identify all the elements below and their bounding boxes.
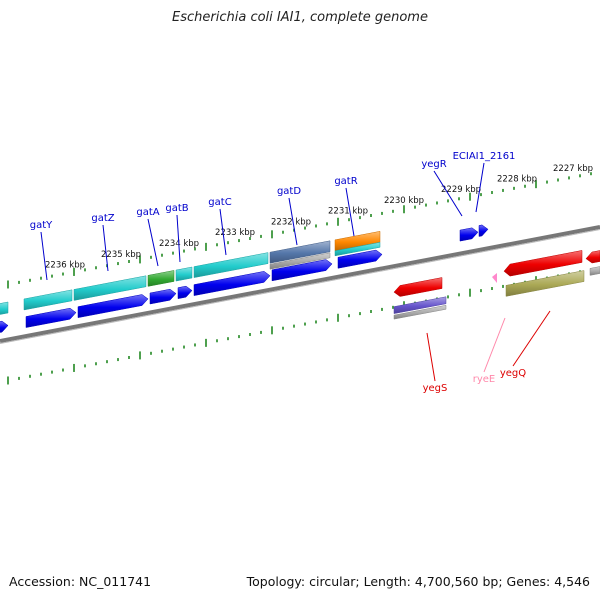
gene-label-yegs: yegS xyxy=(423,383,448,394)
gene-leader-line xyxy=(483,317,506,373)
gene-label-ryee: ryeE xyxy=(473,374,496,385)
cds-arrow xyxy=(459,227,479,242)
gene-leader-line xyxy=(433,170,463,217)
gene-leader-line xyxy=(102,224,109,272)
feature-block xyxy=(147,270,175,287)
feature-block xyxy=(73,275,147,301)
feature-block xyxy=(503,250,583,277)
feature-substripe xyxy=(589,266,600,276)
gene-label-gatr: gatR xyxy=(334,176,357,187)
gene-leader-line xyxy=(288,197,298,246)
feature-block xyxy=(505,270,585,297)
gene-label-gatb: gatB xyxy=(165,203,188,214)
feature-block xyxy=(175,266,193,282)
feature-substripe xyxy=(269,252,331,270)
scale-tick-label: 2232 kbp xyxy=(271,218,311,228)
gene-label-eciai1_2161: ECIAI1_2161 xyxy=(453,151,516,162)
feature-block xyxy=(193,252,269,278)
gene-leader-line xyxy=(426,332,436,382)
gene-leader-line xyxy=(147,218,159,267)
cds-arrow xyxy=(271,259,333,282)
feature-substripe xyxy=(393,304,447,320)
gene-leader-line xyxy=(219,208,227,256)
gene-leader-line xyxy=(512,310,551,367)
feature-block xyxy=(269,240,331,264)
gene-leader-line xyxy=(475,162,485,213)
cds-arrow xyxy=(149,288,177,305)
genome-backbone-shadow xyxy=(0,229,600,344)
topology-text: Topology: circular; Length: 4,700,560 bp… xyxy=(246,574,590,589)
cds-arrow xyxy=(193,271,271,296)
scale-tick-label: 2227 kbp xyxy=(553,164,593,174)
accession-text: Accession: NC_011741 xyxy=(9,574,152,589)
feature-substripe xyxy=(334,241,381,257)
feature-block xyxy=(393,296,447,314)
gene-leader-line xyxy=(176,214,181,263)
cds-arrow xyxy=(77,294,149,318)
scale-tick-label: 2228 kbp xyxy=(497,175,537,185)
cds-arrow xyxy=(0,320,9,333)
scale-tick-label: 2235 kbp xyxy=(101,250,141,260)
feature-block xyxy=(0,301,9,315)
map-title: Escherichia coli IAI1, complete genome xyxy=(172,10,428,25)
cds-arrow xyxy=(478,224,489,237)
gene-label-gatd: gatD xyxy=(277,186,301,197)
cds-arrow xyxy=(177,285,193,299)
rna-feature-marker xyxy=(492,273,497,283)
scale-tick-label: 2231 kbp xyxy=(328,207,368,217)
cds-arrow xyxy=(337,249,383,269)
cds-arrow xyxy=(25,307,77,328)
genome-backbone-line xyxy=(0,225,600,343)
scale-tick-label: 2230 kbp xyxy=(384,196,424,206)
feature-block xyxy=(585,250,600,264)
gene-leader-line xyxy=(345,187,355,237)
gene-label-yegq: yegQ xyxy=(500,368,526,379)
gene-label-gaty: gatY xyxy=(30,220,53,231)
gene-label-gatc: gatC xyxy=(208,197,231,208)
gene-label-gatz: gatZ xyxy=(91,213,114,224)
feature-block xyxy=(393,277,443,297)
gene-label-yegr: yegR xyxy=(421,159,446,170)
scale-tick-label: 2233 kbp xyxy=(215,228,255,238)
feature-block xyxy=(23,289,73,311)
gene-label-gata: gatA xyxy=(136,207,159,218)
gene-leader-line xyxy=(40,231,48,281)
scale-tick-label: 2229 kbp xyxy=(441,185,481,195)
scale-tick-label: 2236 kbp xyxy=(45,260,85,270)
